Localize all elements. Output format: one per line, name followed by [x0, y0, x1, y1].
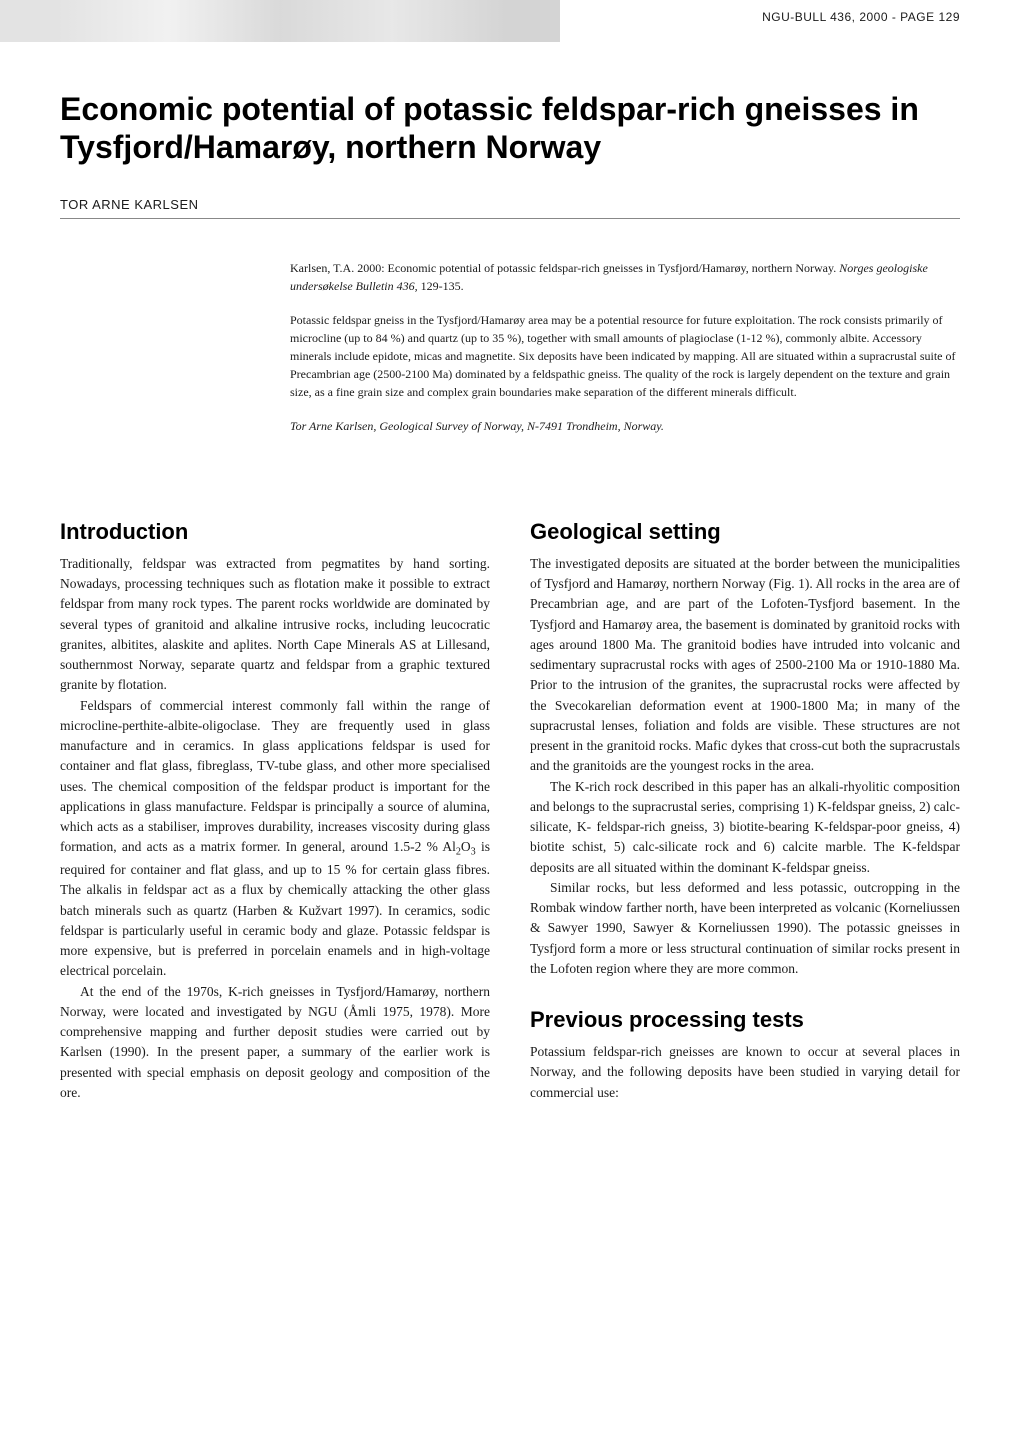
- section-heading-introduction: Introduction: [60, 515, 490, 548]
- section-heading-processing: Previous processing tests: [530, 1003, 960, 1036]
- intro-p2-a: Feldspars of commercial interest commonl…: [60, 698, 490, 855]
- right-column: Geological setting The investigated depo…: [530, 515, 960, 1103]
- intro-para-2: Feldspars of commercial interest commonl…: [60, 696, 490, 982]
- abstract-block: Karlsen, T.A. 2000: Economic potential o…: [290, 259, 960, 435]
- geo-para-3: Similar rocks, but less deformed and les…: [530, 878, 960, 979]
- section-heading-geological: Geological setting: [530, 515, 960, 548]
- abstract-affiliation: Tor Arne Karlsen, Geological Survey of N…: [290, 417, 960, 435]
- left-column: Introduction Traditionally, feldspar was…: [60, 515, 490, 1103]
- abstract-citation: Karlsen, T.A. 2000: Economic potential o…: [290, 259, 960, 295]
- geo-para-2: The K-rich rock described in this paper …: [530, 777, 960, 878]
- paper-title: Economic potential of potassic feldspar-…: [60, 90, 960, 167]
- page-number-info: NGU-BULL 436, 2000 - PAGE 129: [762, 10, 960, 24]
- geo-para-1: The investigated deposits are situated a…: [530, 554, 960, 777]
- page-header: NGU-BULL 436, 2000 - PAGE 129: [60, 0, 960, 70]
- citation-text: Karlsen, T.A. 2000: Economic potential o…: [290, 261, 839, 275]
- proc-para-1: Potassium feldspar-rich gneisses are kno…: [530, 1042, 960, 1103]
- author-name: TOR ARNE KARLSEN: [60, 197, 960, 212]
- intro-para-1: Traditionally, feldspar was extracted fr…: [60, 554, 490, 696]
- author-divider: [60, 218, 960, 219]
- citation-pages: 129-135.: [418, 279, 464, 293]
- body-columns: Introduction Traditionally, feldspar was…: [60, 515, 960, 1103]
- intro-para-3: At the end of the 1970s, K-rich gneisses…: [60, 982, 490, 1104]
- intro-p2-c: is required for container and flat glass…: [60, 839, 490, 978]
- abstract-body: Potassic feldspar gneiss in the Tysfjord…: [290, 311, 960, 401]
- intro-p2-b: O: [461, 839, 471, 854]
- header-texture: [0, 0, 560, 42]
